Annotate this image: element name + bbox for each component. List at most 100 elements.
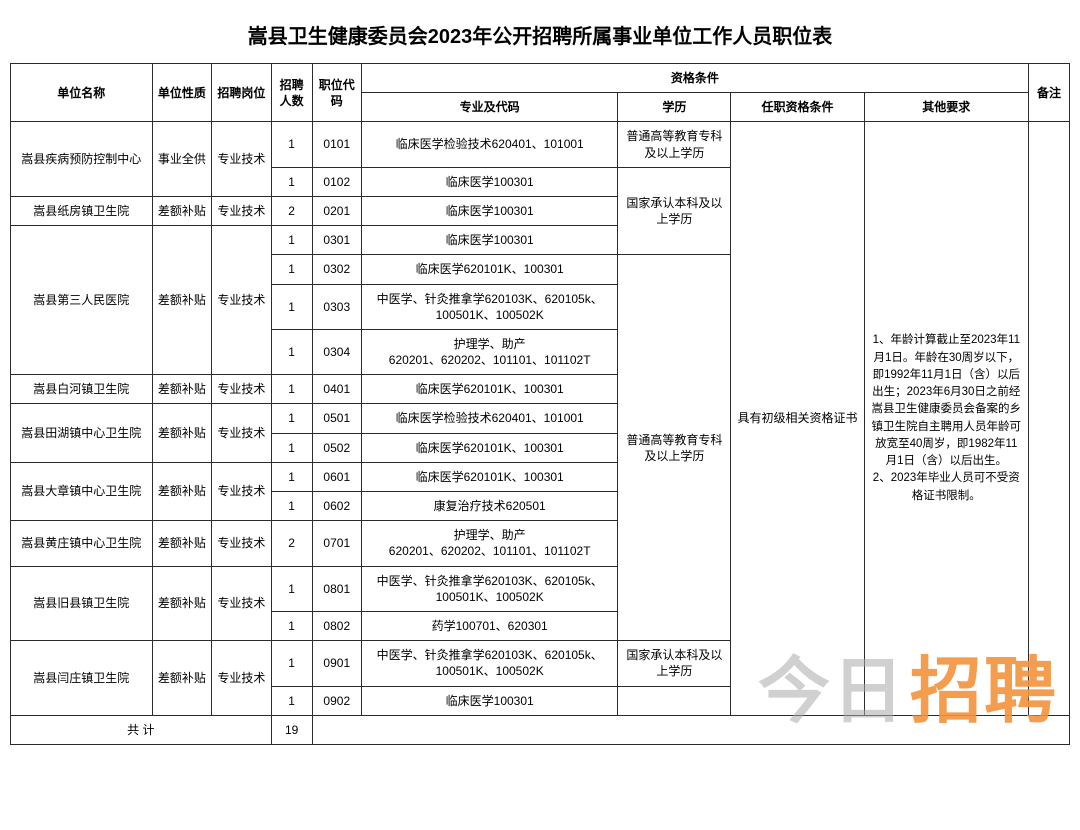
- recruit-count: 1: [271, 686, 312, 715]
- unit-name: 嵩县闫庄镇卫生院: [11, 641, 153, 716]
- position-code: 0401: [312, 375, 361, 404]
- qualification: 具有初级相关资格证书: [731, 122, 864, 715]
- unit-name: 嵩县第三人民医院: [11, 226, 153, 375]
- education: 国家承认本科及以上学历: [618, 167, 731, 255]
- position-code: 0303: [312, 284, 361, 329]
- total-label: 共 计: [11, 715, 272, 744]
- col-post: 招聘岗位: [212, 64, 272, 122]
- unit-name: 嵩县白河镇卫生院: [11, 375, 153, 404]
- position-code: 0601: [312, 462, 361, 491]
- major-code: 临床医学100301: [361, 686, 618, 715]
- table-row: 嵩县疾病预防控制中心事业全供专业技术10101临床医学检验技术620401、10…: [11, 122, 1070, 167]
- position-code: 0802: [312, 611, 361, 640]
- position-code: 0304: [312, 329, 361, 374]
- major-code: 临床医学检验技术620401、101001: [361, 404, 618, 433]
- major-code: 临床医学100301: [361, 226, 618, 255]
- unit-nature: 差额补贴: [152, 641, 212, 716]
- major-code: 中医学、针灸推拿学620103K、620105k、100501K、100502K: [361, 566, 618, 611]
- position-code: 0701: [312, 521, 361, 566]
- major-code: 临床医学检验技术620401、101001: [361, 122, 618, 167]
- recruit-count: 1: [271, 611, 312, 640]
- header-row-1: 单位名称 单位性质 招聘岗位 招聘人数 职位代码 资格条件 备注: [11, 64, 1070, 93]
- education: 普通高等教育专科及以上学历: [618, 255, 731, 641]
- position-code: 0602: [312, 492, 361, 521]
- recruit-count: 1: [271, 641, 312, 686]
- education: 普通高等教育专科及以上学历: [618, 122, 731, 167]
- recruit-count: 1: [271, 433, 312, 462]
- post-type: 专业技术: [212, 196, 272, 225]
- unit-nature: 事业全供: [152, 122, 212, 197]
- position-code: 0102: [312, 167, 361, 196]
- recruit-count: 1: [271, 167, 312, 196]
- post-type: 专业技术: [212, 404, 272, 462]
- unit-nature: 差额补贴: [152, 375, 212, 404]
- position-code: 0302: [312, 255, 361, 284]
- remark: [1028, 122, 1069, 715]
- col-nature: 单位性质: [152, 64, 212, 122]
- recruit-count: 1: [271, 329, 312, 374]
- recruit-count: 1: [271, 375, 312, 404]
- unit-nature: 差额补贴: [152, 404, 212, 462]
- unit-name: 嵩县纸房镇卫生院: [11, 196, 153, 225]
- unit-name: 嵩县疾病预防控制中心: [11, 122, 153, 197]
- post-type: 专业技术: [212, 566, 272, 641]
- major-code: 临床医学620101K、100301: [361, 462, 618, 491]
- post-type: 专业技术: [212, 521, 272, 566]
- position-code: 0502: [312, 433, 361, 462]
- major-code: 临床医学620101K、100301: [361, 255, 618, 284]
- position-table: 单位名称 单位性质 招聘岗位 招聘人数 职位代码 资格条件 备注 专业及代码 学…: [10, 63, 1070, 745]
- unit-name: 嵩县旧县镇卫生院: [11, 566, 153, 641]
- total-empty: [312, 715, 1069, 744]
- col-code: 职位代码: [312, 64, 361, 122]
- post-type: 专业技术: [212, 462, 272, 520]
- education: 国家承认本科及以上学历: [618, 641, 731, 686]
- page-title: 嵩县卫生健康委员会2023年公开招聘所属事业单位工作人员职位表: [10, 20, 1070, 49]
- unit-name: 嵩县大章镇中心卫生院: [11, 462, 153, 520]
- col-qualification: 任职资格条件: [731, 93, 864, 122]
- col-education: 学历: [618, 93, 731, 122]
- major-code: 临床医学620101K、100301: [361, 375, 618, 404]
- recruit-count: 2: [271, 196, 312, 225]
- col-other: 其他要求: [864, 93, 1028, 122]
- unit-nature: 差额补贴: [152, 462, 212, 520]
- other-req: 1、年龄计算截止至2023年11月1日。年龄在30周岁以下，即1992年11月1…: [864, 122, 1028, 715]
- col-unit: 单位名称: [11, 64, 153, 122]
- major-code: 临床医学100301: [361, 167, 618, 196]
- major-code: 中医学、针灸推拿学620103K、620105k、100501K、100502K: [361, 641, 618, 686]
- post-type: 专业技术: [212, 641, 272, 716]
- unit-name: 嵩县田湖镇中心卫生院: [11, 404, 153, 462]
- position-code: 0902: [312, 686, 361, 715]
- col-qual-group: 资格条件: [361, 64, 1028, 93]
- recruit-count: 1: [271, 284, 312, 329]
- post-type: 专业技术: [212, 375, 272, 404]
- recruit-count: 1: [271, 255, 312, 284]
- position-code: 0801: [312, 566, 361, 611]
- unit-nature: 差额补贴: [152, 566, 212, 641]
- recruit-count: 1: [271, 226, 312, 255]
- major-code: 中医学、针灸推拿学620103K、620105k、100501K、100502K: [361, 284, 618, 329]
- position-code: 0101: [312, 122, 361, 167]
- major-code: 护理学、助产620201、620202、101101、101102T: [361, 521, 618, 566]
- unit-nature: 差额补贴: [152, 226, 212, 375]
- recruit-count: 1: [271, 492, 312, 521]
- recruit-count: 1: [271, 566, 312, 611]
- recruit-count: 1: [271, 462, 312, 491]
- major-code: 临床医学620101K、100301: [361, 433, 618, 462]
- recruit-count: 1: [271, 404, 312, 433]
- col-remark: 备注: [1028, 64, 1069, 122]
- unit-name: 嵩县黄庄镇中心卫生院: [11, 521, 153, 566]
- major-code: 临床医学100301: [361, 196, 618, 225]
- recruit-count: 1: [271, 122, 312, 167]
- unit-nature: 差额补贴: [152, 196, 212, 225]
- recruit-count: 2: [271, 521, 312, 566]
- col-major: 专业及代码: [361, 93, 618, 122]
- col-count: 招聘人数: [271, 64, 312, 122]
- position-code: 0901: [312, 641, 361, 686]
- position-code: 0501: [312, 404, 361, 433]
- post-type: 专业技术: [212, 226, 272, 375]
- total-row: 共 计19: [11, 715, 1070, 744]
- position-code: 0301: [312, 226, 361, 255]
- total-count: 19: [271, 715, 312, 744]
- post-type: 专业技术: [212, 122, 272, 197]
- major-code: 护理学、助产620201、620202、101101、101102T: [361, 329, 618, 374]
